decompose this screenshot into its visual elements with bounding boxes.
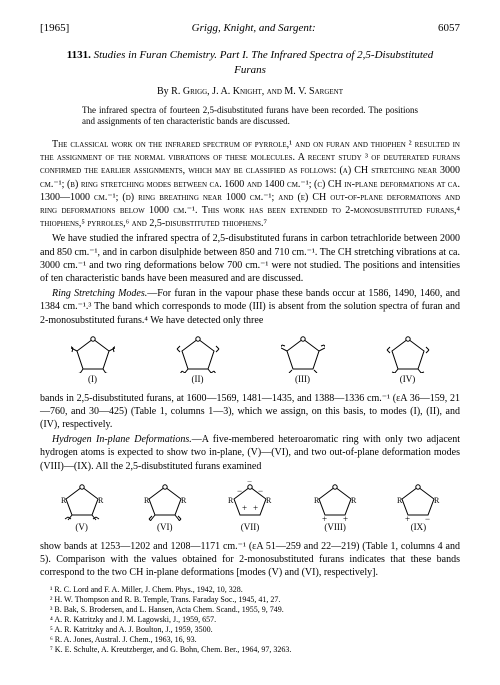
article-title: 1131. Studies in Furan Chemistry. Part I… (58, 48, 442, 78)
fig-label: (II) (192, 374, 204, 384)
ref-6: ⁶ R. A. Jones, Austral. J. Chem., 1963, … (40, 635, 460, 645)
para-h-inplane: Hydrogen In-plane Deformations.—A five-m… (40, 433, 460, 473)
svg-text:+: + (405, 514, 410, 521)
pentagon-icon: R R (143, 481, 187, 521)
ref-5: ⁵ A. R. Katritzky and A. J. Boulton, J.,… (40, 625, 460, 635)
fig-label: (V) (75, 522, 88, 532)
pentagon-icon: R R + + (313, 481, 357, 521)
svg-text:R: R (228, 496, 234, 505)
svg-text:+: + (253, 503, 258, 513)
svg-text:−: − (258, 486, 263, 496)
byline: By R. Grigg, J. A. Knight, and M. V. Sar… (40, 86, 460, 97)
fig-VII: R R + + − − − (VII) (226, 481, 274, 534)
ref-2: ² H. W. Thompson and R. B. Temple, Trans… (40, 595, 460, 605)
svg-text:+: + (322, 514, 327, 521)
fig-I: (I) (71, 335, 115, 386)
fig-IV: (IV) (386, 335, 430, 386)
ref-4: ⁴ A. R. Katritzky and J. M. Lagowski, J.… (40, 615, 460, 625)
fig-VI: R R (VI) (143, 481, 187, 534)
ref-3: ³ B. Bak, S. Brodersen, and L. Hansen, A… (40, 605, 460, 615)
fig-IX: R R + − (IX) (396, 481, 440, 534)
ref-1: ¹ R. C. Lord and F. A. Miller, J. Chem. … (40, 585, 460, 595)
article-number: 1131. (67, 49, 91, 61)
fig-VIII: R R + + (VIII) (313, 481, 357, 534)
svg-text:R: R (266, 496, 272, 505)
abstract: The infrared spectra of fourteen 2,5-dis… (82, 105, 418, 128)
fig-label: (III) (295, 374, 310, 384)
dropcap: The classical work on the infrared spect… (40, 139, 460, 229)
svg-text:R: R (434, 496, 440, 505)
svg-text:−: − (237, 486, 242, 496)
svg-text:R: R (314, 496, 320, 505)
running-authors: Grigg, Knight, and Sargent: (69, 22, 438, 34)
svg-text:+: + (343, 514, 348, 521)
section-h-inplane: Hydrogen In-plane Deformations. (52, 434, 192, 445)
svg-text:−: − (247, 481, 252, 486)
svg-text:R: R (144, 496, 150, 505)
pentagon-icon: R R (60, 481, 104, 521)
fig-V: R R (V) (60, 481, 104, 534)
article-title-text: Studies in Furan Chemistry. Part I. The … (94, 49, 434, 76)
ref-7: ⁷ K. E. Schulte, A. Kreutzberger, and G.… (40, 645, 460, 655)
pentagon-icon (176, 335, 220, 373)
fig-II: (II) (176, 335, 220, 386)
svg-text:R: R (397, 496, 403, 505)
references: ¹ R. C. Lord and F. A. Miller, J. Chem. … (40, 585, 460, 655)
svg-text:R: R (61, 496, 67, 505)
figure-row-1: (I) (II) (40, 335, 460, 386)
para-methods: We have studied the infrared spectra of … (40, 232, 460, 285)
svg-text:R: R (98, 496, 104, 505)
svg-text:−: − (425, 514, 430, 521)
running-year: [1965] (40, 22, 69, 34)
fig-label: (VII) (241, 522, 260, 532)
byline-authors: R. Grigg, J. A. Knight, and M. V. Sargen… (171, 86, 343, 97)
pentagon-icon (71, 335, 115, 373)
para-show-bands: show bands at 1253—1202 and 1208—1171 cm… (40, 540, 460, 580)
running-head: [1965] Grigg, Knight, and Sargent: 6057 (40, 22, 460, 34)
byline-prefix: By (157, 86, 169, 97)
page: [1965] Grigg, Knight, and Sargent: 6057 … (0, 0, 500, 685)
pentagon-icon: R R + − (396, 481, 440, 521)
para-bands: bands in 2,5-disubstituted furans, at 16… (40, 392, 460, 432)
para-ring-stretch: Ring Stretching Modes.—For furan in the … (40, 287, 460, 327)
pentagon-icon (281, 335, 325, 373)
svg-text:R: R (181, 496, 187, 505)
running-pagenum: 6057 (438, 22, 460, 34)
fig-label: (VI) (157, 522, 173, 532)
para-intro: The classical work on the infrared spect… (40, 138, 460, 230)
body: The classical work on the infrared spect… (40, 138, 460, 655)
figure-row-2: R R (V) R R (VI) (40, 481, 460, 534)
svg-text:+: + (242, 503, 247, 513)
section-ring-stretch: Ring Stretching Modes. (52, 288, 147, 299)
pentagon-icon (386, 335, 430, 373)
svg-text:R: R (351, 496, 357, 505)
fig-III: (III) (281, 335, 325, 386)
fig-label: (VIII) (324, 522, 346, 532)
fig-label: (IV) (400, 374, 416, 384)
fig-label: (I) (88, 374, 97, 384)
fig-label: (IX) (411, 522, 427, 532)
pentagon-icon: R R + + − − − (226, 481, 274, 521)
